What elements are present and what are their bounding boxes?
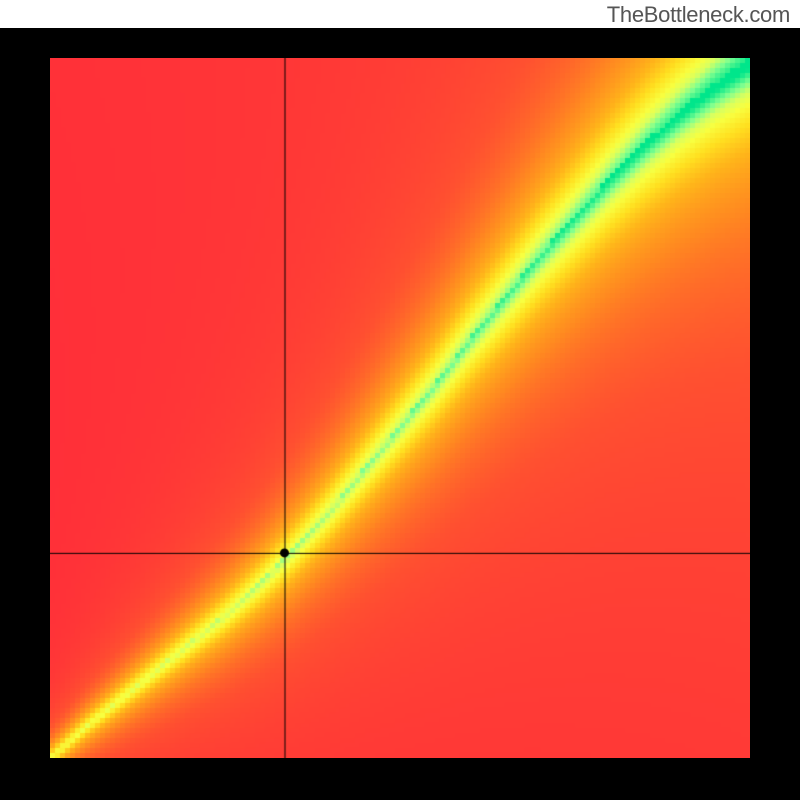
watermark-text: TheBottleneck.com xyxy=(607,2,790,28)
heatmap-canvas xyxy=(50,58,750,758)
chart-frame xyxy=(0,28,800,800)
heatmap-plot xyxy=(50,58,750,758)
